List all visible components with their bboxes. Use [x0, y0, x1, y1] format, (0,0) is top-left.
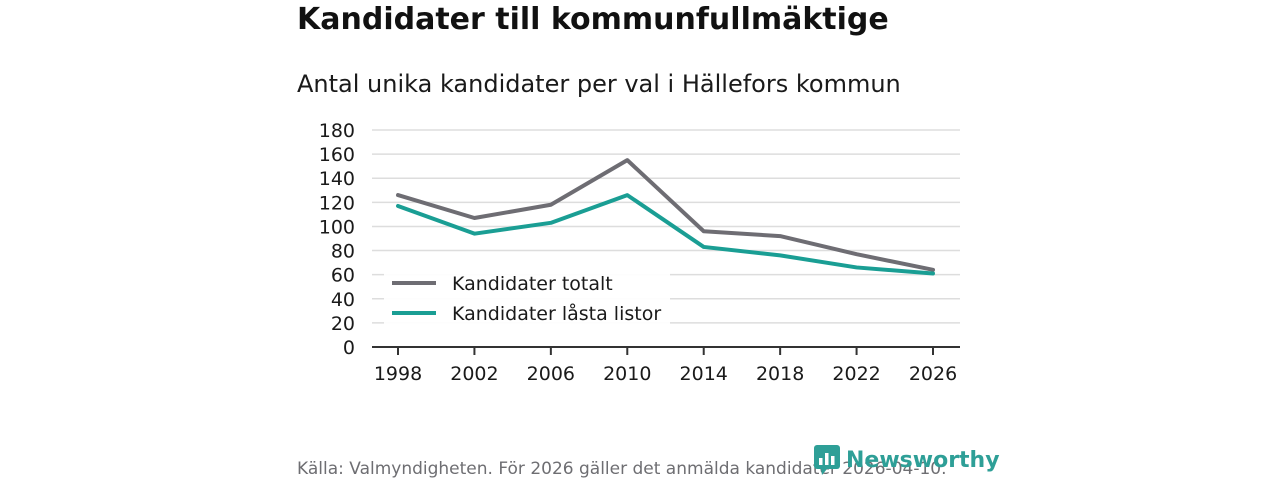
- x-tick-label: 1998: [374, 363, 422, 385]
- y-tick-label: 0: [343, 337, 355, 359]
- series-line-0: [396, 158, 935, 272]
- y-tick-label: 180: [319, 120, 355, 142]
- series-line-1: [396, 193, 935, 276]
- y-tick-label: 100: [319, 216, 355, 238]
- x-tick-label: 2014: [680, 363, 728, 385]
- chart-subtitle: Antal unika kandidater per val i Hällefo…: [297, 70, 901, 98]
- x-tick-label: 2006: [527, 363, 575, 385]
- series-lines: [396, 158, 935, 276]
- x-axis-ticks: 1998 2002 2006 2010 2014 2018 2022 2026: [374, 347, 957, 385]
- y-tick-label: 140: [319, 168, 355, 190]
- newsworthy-chart-icon: [814, 445, 840, 475]
- legend-label-1: Kandidater låsta listor: [452, 302, 661, 325]
- x-tick-label: 2010: [603, 363, 651, 385]
- x-tick-label: 2002: [450, 363, 498, 385]
- x-tick-label: 2018: [756, 363, 804, 385]
- brand-name: Newsworthy: [846, 447, 1000, 473]
- brand-logo: Newsworthy: [814, 445, 1000, 475]
- chart-title: Kandidater till kommunfullmäktige: [297, 2, 889, 37]
- y-tick-label: 160: [319, 144, 355, 166]
- x-tick-label: 2022: [832, 363, 880, 385]
- y-tick-label: 40: [331, 289, 355, 311]
- y-tick-label: 120: [319, 192, 355, 214]
- y-tick-label: 20: [331, 313, 355, 335]
- y-tick-label: 80: [331, 241, 355, 263]
- legend: Kandidater totalt Kandidater låsta listor: [384, 267, 670, 329]
- legend-background: [384, 267, 670, 329]
- source-note: Källa: Valmyndigheten. För 2026 gäller d…: [297, 459, 947, 479]
- y-tick-label: 60: [331, 265, 355, 287]
- legend-label-0: Kandidater totalt: [452, 273, 613, 295]
- x-tick-label: 2026: [909, 363, 957, 385]
